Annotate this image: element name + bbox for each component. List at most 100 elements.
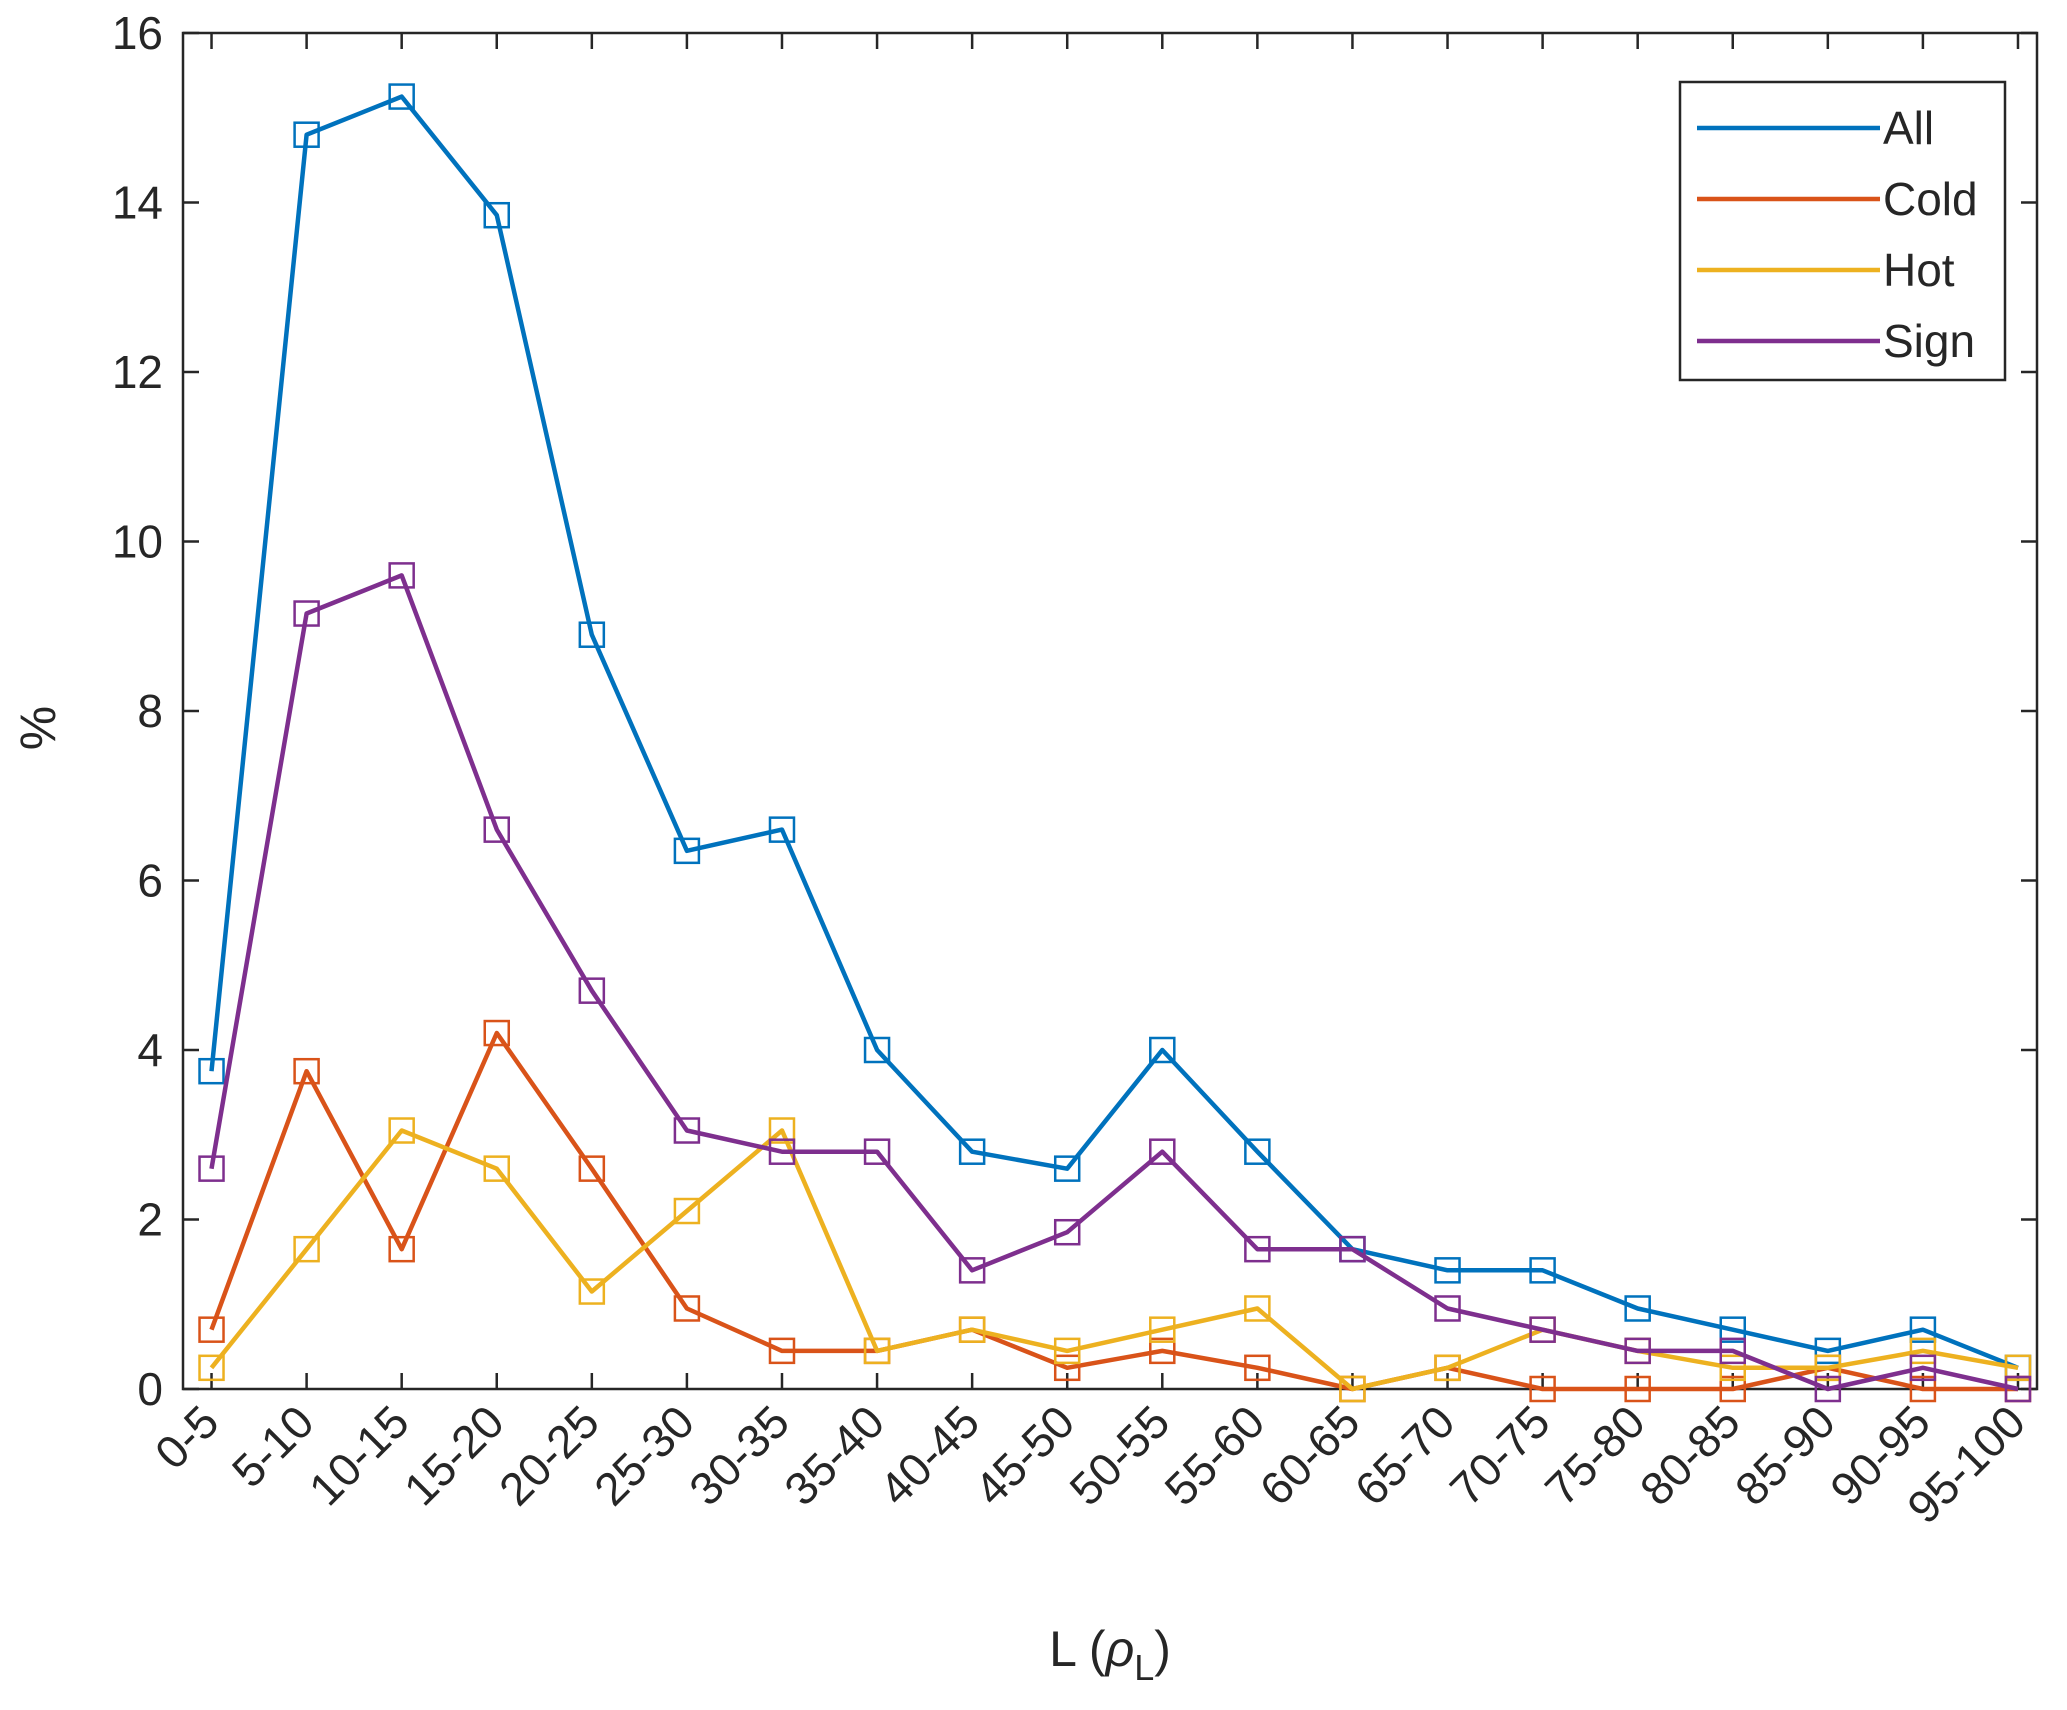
x-tick-label: 70-75 [1440, 1395, 1560, 1515]
data-point-marker [1719, 1337, 1747, 1365]
data-point-marker [1529, 1316, 1556, 1343]
data-point-marker [1244, 1235, 1271, 1263]
y-axis-title: % [10, 706, 66, 750]
data-point-marker [958, 1138, 986, 1165]
data-point-marker [388, 1235, 415, 1263]
data-point-marker [2004, 1354, 2032, 1382]
y-tick-label: 12 [112, 346, 163, 398]
y-tick-label: 8 [137, 685, 163, 737]
x-axis-title-symbol: ρ [1104, 1621, 1135, 1677]
series-line [209, 1128, 2019, 1392]
data-point-marker [673, 1295, 701, 1322]
data-point-marker [673, 837, 701, 865]
data-point-marker [388, 1117, 415, 1144]
series-line [209, 94, 2019, 1370]
series-line [209, 573, 2019, 1392]
x-tick-label: 20-25 [489, 1395, 609, 1515]
data-point-marker [768, 1117, 796, 1144]
x-axis-title-close: ) [1154, 1621, 1171, 1677]
data-point-marker [483, 1019, 511, 1047]
data-point-marker [483, 201, 511, 229]
x-tick-label: 50-55 [1059, 1395, 1179, 1515]
data-point-marker [1909, 1354, 1937, 1382]
legend-box [1678, 80, 2007, 382]
legend-label-all: All [1883, 102, 1934, 154]
data-point-marker [198, 1354, 225, 1382]
data-point-marker [1339, 1235, 1366, 1263]
x-tick-label: 65-70 [1345, 1395, 1465, 1515]
data-point-marker [293, 600, 320, 627]
data-point-marker [1434, 1354, 1461, 1382]
legend: All Cold Hot Sign [1678, 80, 2007, 382]
data-point-marker [1149, 1316, 1176, 1343]
data-point-marker [1909, 1375, 1937, 1403]
legend-label-sign: Sign [1883, 315, 1975, 367]
data-point-marker [1529, 1257, 1556, 1284]
data-point-marker [1909, 1316, 1937, 1343]
data-point-marker [1053, 1218, 1081, 1246]
data-point-marker [1624, 1375, 1651, 1403]
data-point-marker [1244, 1295, 1271, 1322]
data-point-marker [1814, 1375, 1842, 1403]
data-point-marker [1244, 1354, 1271, 1382]
data-point-marker [1814, 1337, 1842, 1365]
y-tick-label: 10 [112, 516, 163, 568]
data-point-marker [1529, 1375, 1556, 1403]
x-tick-label: 35-40 [774, 1395, 894, 1515]
series-all [198, 83, 2032, 1382]
series-sign [198, 562, 2032, 1403]
y-tick-label: 16 [112, 7, 163, 59]
x-axis-title-subscript: L [1134, 1647, 1154, 1688]
y-tick-label: 4 [137, 1024, 163, 1076]
x-tick-label: 60-65 [1250, 1395, 1370, 1515]
x-tick-label: 85-90 [1725, 1395, 1845, 1515]
data-point-marker [578, 977, 606, 1004]
data-point-marker [198, 1057, 225, 1085]
data-point-marker [1719, 1316, 1747, 1343]
data-point-marker [768, 1138, 796, 1165]
data-point-marker [1909, 1337, 1937, 1365]
data-point-marker [958, 1257, 986, 1284]
x-tick-label: 80-85 [1630, 1395, 1750, 1515]
legend-label-hot: Hot [1883, 244, 1955, 296]
data-point-marker [958, 1316, 986, 1343]
data-point-marker [1719, 1354, 1747, 1382]
legend-label-cold: Cold [1883, 173, 1978, 225]
data-point-marker [293, 121, 320, 148]
data-point-marker [293, 1057, 320, 1085]
data-point-marker [483, 1155, 511, 1182]
data-point-marker [1719, 1375, 1747, 1403]
data-point-marker [388, 562, 415, 589]
data-point-marker [198, 1155, 225, 1182]
data-point-marker [1149, 1138, 1176, 1165]
x-tick-label: 30-35 [679, 1395, 799, 1515]
data-point-marker [1149, 1337, 1176, 1365]
data-point-marker [863, 1138, 891, 1165]
y-tick-label: 14 [112, 177, 163, 229]
x-tick-label: 25-30 [584, 1395, 704, 1515]
x-axis-title-main: L ( [1049, 1621, 1106, 1677]
data-point-marker [863, 1036, 891, 1064]
data-point-marker [1053, 1155, 1081, 1182]
data-point-marker [578, 1278, 606, 1305]
y-tick-label: 2 [137, 1194, 163, 1246]
data-point-marker [673, 1197, 701, 1225]
x-tick-label: 55-60 [1154, 1395, 1274, 1515]
y-tick-label: 0 [137, 1363, 163, 1415]
series-layer [198, 83, 2032, 1403]
x-tick-label: 45-50 [964, 1395, 1084, 1515]
data-point-marker [293, 1235, 320, 1263]
data-point-marker [1624, 1337, 1651, 1365]
data-point-marker [483, 816, 511, 843]
data-point-marker [578, 621, 606, 648]
data-point-marker [1339, 1375, 1366, 1403]
data-point-marker [198, 1316, 225, 1343]
y-axis-ticks: 0 2 4 6 8 10 12 14 16 [112, 7, 2037, 1415]
data-point-marker [1244, 1138, 1271, 1165]
data-point-marker [1149, 1036, 1176, 1064]
data-point-marker [768, 1337, 796, 1365]
x-tick-label: 40-45 [869, 1395, 989, 1515]
data-point-marker [578, 1155, 606, 1182]
data-point-marker [1053, 1337, 1081, 1365]
x-tick-label: 10-15 [299, 1395, 419, 1515]
